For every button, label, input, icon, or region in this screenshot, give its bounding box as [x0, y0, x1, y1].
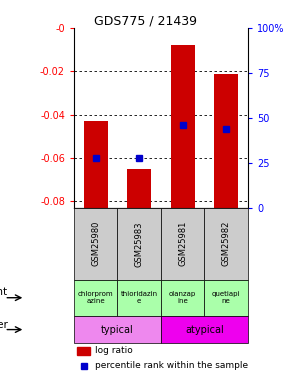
Text: atypical: atypical [185, 325, 224, 334]
Text: GSM25983: GSM25983 [135, 221, 144, 267]
Bar [204, 208, 248, 280]
Text: GDS775 / 21439: GDS775 / 21439 [93, 14, 197, 27]
Text: percentile rank within the sample: percentile rank within the sample [95, 361, 248, 370]
Text: agent: agent [0, 287, 8, 297]
Text: GSM25980: GSM25980 [91, 221, 100, 267]
Text: quetiapi
ne: quetiapi ne [212, 291, 240, 304]
Bar [84, 121, 108, 208]
Bar [74, 280, 117, 316]
Bar [161, 280, 204, 316]
Text: GSM25981: GSM25981 [178, 221, 187, 267]
Text: typical: typical [101, 325, 134, 334]
Text: GSM25982: GSM25982 [222, 221, 231, 267]
Bar [117, 280, 161, 316]
Bar [204, 280, 248, 316]
Text: other: other [0, 320, 8, 330]
Bar [77, 347, 90, 355]
Text: log ratio: log ratio [95, 346, 133, 355]
Bar [161, 208, 204, 280]
Bar [74, 316, 161, 344]
Text: olanzap
ine: olanzap ine [169, 291, 196, 304]
Bar [117, 208, 161, 280]
Bar [171, 45, 195, 208]
Bar [74, 208, 117, 280]
Bar [214, 74, 238, 208]
Bar [161, 316, 248, 344]
Bar [127, 169, 151, 208]
Text: thioridazin
e: thioridazin e [121, 291, 158, 304]
Text: chlorprom
azine: chlorprom azine [78, 291, 113, 304]
